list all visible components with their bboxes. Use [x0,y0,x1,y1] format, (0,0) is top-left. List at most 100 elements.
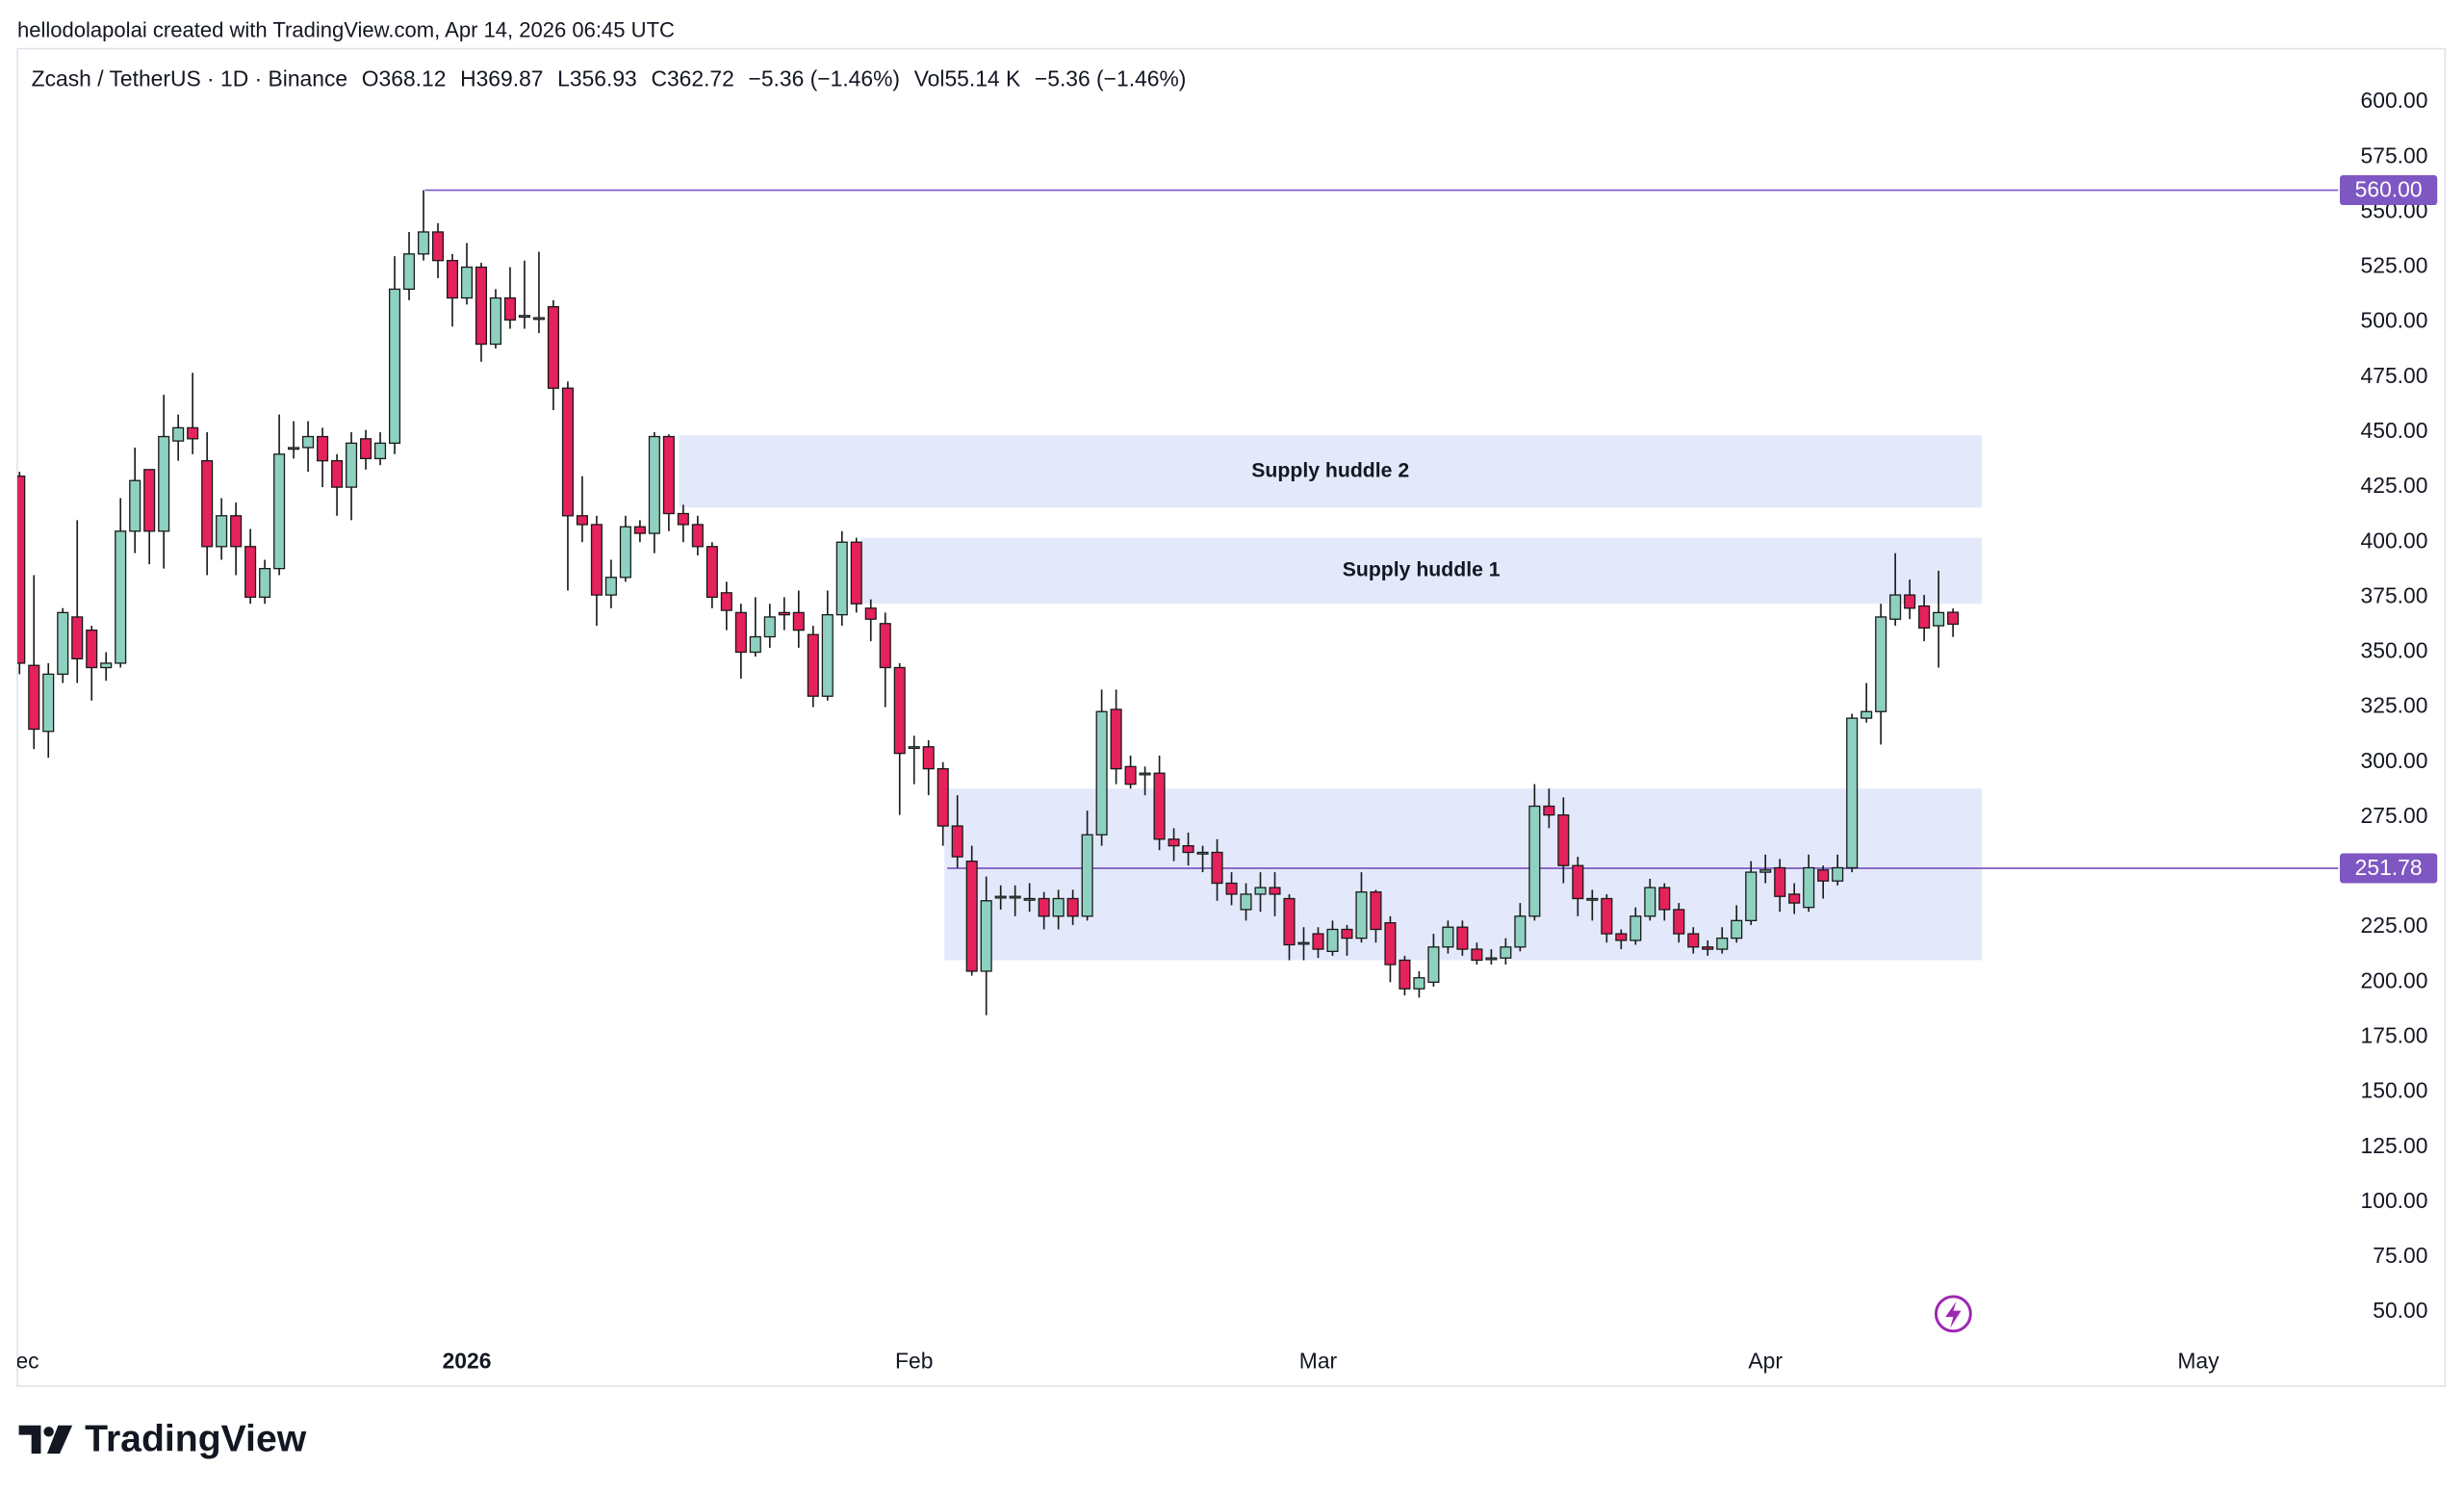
y-tick-label: 125.00 [2361,1133,2428,1158]
candle-body [1687,933,1700,948]
x-tick-label: Dec [0,1349,39,1374]
x-tick-label: Feb [895,1349,933,1374]
level-label-box [2340,175,2438,206]
y-tick-label: 475.00 [2361,363,2428,388]
candle-body [230,515,243,548]
candle-body [879,623,891,669]
candle-body [965,860,978,972]
candle-body [1861,710,1873,719]
candle-body [590,524,603,596]
candle-body [360,438,372,460]
candle-body [807,633,819,697]
candle-body [1326,928,1339,953]
time-axis: Dec 2026 Feb Mar Apr May [0,1349,2220,1374]
candle-body [259,568,271,599]
candle-body [216,515,228,548]
y-tick-label: 200.00 [2361,967,2428,992]
candle-body [71,616,84,660]
candle-body [734,611,747,654]
candle-body [100,662,113,669]
candle-body [402,253,416,291]
y-tick-label: 275.00 [2361,803,2428,828]
zone [679,435,1983,508]
candle-body [1788,893,1801,904]
candle-body [518,315,530,319]
candle-body [115,530,127,664]
candle-body [864,607,877,620]
candle-body [57,611,69,676]
candle-body [1355,890,1368,940]
candle-body [706,546,718,599]
candle-body [273,453,286,570]
candle-body [1384,921,1397,965]
candle-body [1817,869,1830,882]
candle-body [1038,897,1050,917]
chart-header: Zcash / TetherUS · 1D · Binance O368.12 H3… [32,65,1187,90]
candle-body [129,479,141,532]
header-stat: −5.36 (−1.46%) [749,65,900,90]
candle-body [835,541,848,616]
candle-body [1009,895,1021,899]
candle-body [1153,772,1166,840]
candle-body [1803,866,1815,909]
candle-body [346,442,358,488]
candle-body [1269,887,1281,895]
y-tick-label: 150.00 [2361,1078,2428,1103]
candle-body [42,673,55,733]
y-tick-label: 525.00 [2361,253,2428,278]
candle-body [388,288,401,445]
candle-body [619,526,631,579]
candle-body [302,435,315,449]
candle-body [648,435,660,534]
candle-body [244,546,257,599]
candle-body [937,767,949,827]
candle-body [1918,605,1931,630]
candle-body [908,746,920,750]
level-label-box [2340,853,2438,884]
y-tick-label: 50.00 [2373,1298,2427,1323]
candle-body [431,231,445,262]
candle-body [143,469,156,532]
y-tick-label: 500.00 [2361,308,2428,333]
candle-body [1832,866,1844,882]
candle-body [1168,838,1180,847]
candle-body [1023,897,1036,901]
candle-body [1904,594,1916,609]
candle-body [1399,959,1411,990]
candle-body [893,666,906,755]
candle-body [86,630,98,669]
candle-body [1442,926,1454,948]
candle-body [1601,897,1613,935]
candle-body [763,616,776,638]
candle-body [288,447,300,450]
candle-body [1615,933,1628,941]
candle-body [1413,977,1425,990]
y-tick-label: 100.00 [2361,1188,2428,1213]
candle-body [201,460,214,548]
logo: TradingView [18,1418,307,1459]
candle-body [1658,887,1671,911]
candle-body [1066,897,1079,917]
candle-body [749,635,761,654]
candle-body [1297,941,1310,945]
x-tick-label: Apr [1748,1349,1783,1374]
candle-body [951,825,963,858]
candle-body [417,231,430,255]
y-tick-label: 75.00 [2373,1243,2427,1268]
candle-body [1225,882,1238,895]
candle-body [561,387,574,517]
candle-body [503,296,517,322]
candle-body [1485,957,1498,961]
candle-body [1095,710,1108,836]
candle-body [1196,851,1209,855]
candle-body [994,895,1007,899]
candle-body [460,266,474,299]
x-tick-label: 2026 [443,1349,492,1374]
candle-body [850,541,862,605]
y-tick-label: 425.00 [2361,473,2428,498]
candle-body [1528,805,1541,917]
candle-body [1240,893,1252,911]
candle-body [1500,946,1512,959]
candle-body [1312,933,1324,950]
